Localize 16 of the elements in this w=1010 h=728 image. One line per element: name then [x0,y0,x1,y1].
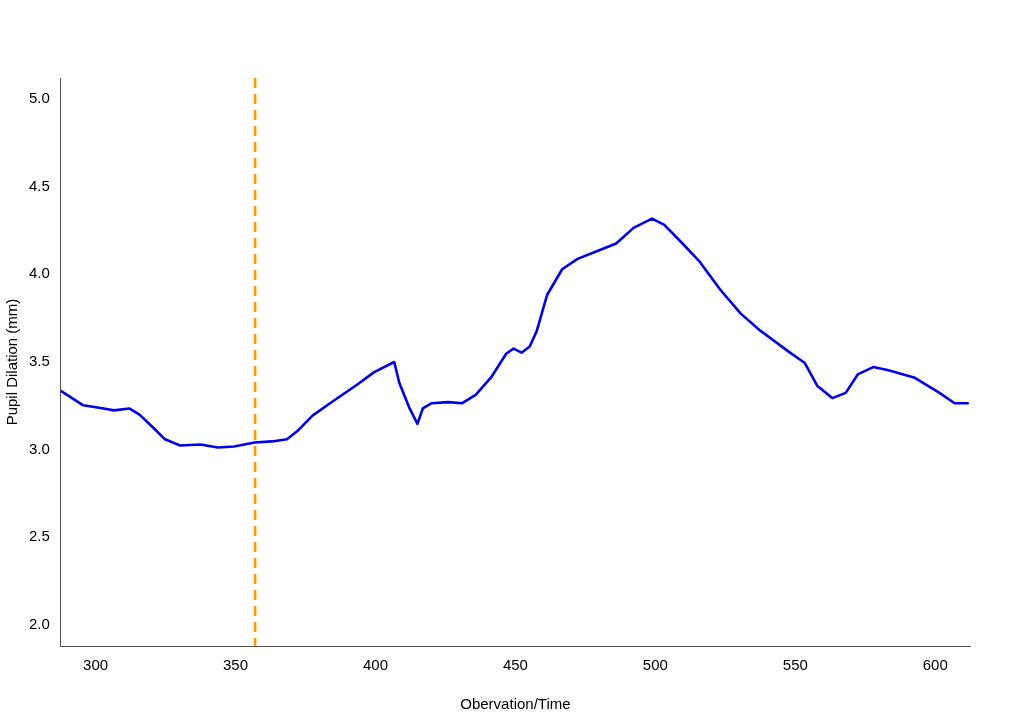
y-tick-label: 3.5 [28,352,50,370]
y-tick-label: 5.0 [28,89,50,107]
x-axis-title: Obervation/Time [460,695,571,713]
y-tick-label: 4.0 [28,264,50,282]
x-tick-label: 400 [362,656,388,674]
y-tick-label: 3.0 [28,439,50,457]
x-tick-label: 300 [83,656,109,674]
y-axis-title: Pupil Dilation (mm) [3,298,21,426]
x-tick-label: 450 [502,656,528,674]
y-tick-label: 2.0 [28,615,50,633]
x-tick-label: 600 [922,656,948,674]
y-tick-label: 2.5 [28,527,50,545]
x-tick-label: 350 [223,656,249,674]
y-tick-label: 4.5 [28,176,50,194]
x-tick-label: 550 [782,656,808,674]
x-tick-label: 500 [642,656,668,674]
